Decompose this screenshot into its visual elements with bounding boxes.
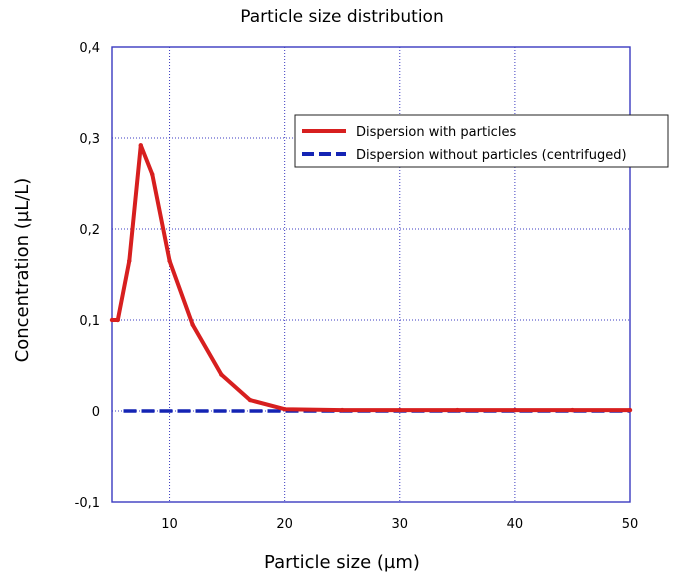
legend-label-series-1: Dispersion with particles (356, 125, 516, 140)
y-tick-labels: -0,1 0 0,1 0,2 0,3 0,4 (75, 41, 100, 511)
y-tick-label: 0,4 (79, 41, 100, 56)
series-point (190, 322, 195, 327)
y-tick-label: 0,1 (79, 314, 100, 329)
y-tick-label: -0,1 (75, 496, 100, 511)
x-axis-label: Particle size (µm) (264, 552, 420, 573)
series-point (138, 143, 143, 148)
x-tick-labels: 10 20 30 40 50 (161, 517, 638, 532)
series-point (455, 407, 460, 413)
series-point (570, 407, 575, 413)
series-point (167, 258, 172, 264)
series-point (247, 397, 253, 403)
x-tick-label: 10 (161, 517, 178, 532)
y-axis-label: Concentration (µL/L) (12, 178, 33, 363)
y-tick-label: 0,3 (79, 132, 100, 147)
x-tick-label: 30 (392, 517, 409, 532)
chart-title: Particle size distribution (240, 7, 443, 27)
series-point (397, 407, 402, 413)
x-tick-label: 20 (276, 517, 293, 532)
series-point (627, 407, 633, 413)
y-tick-label: 0,2 (79, 223, 100, 238)
legend-box (294, 114, 669, 168)
series-point (512, 407, 518, 413)
y-tick-label: 0 (92, 405, 100, 420)
series-point (127, 258, 132, 264)
series-point (109, 317, 115, 323)
x-tick-label: 50 (622, 517, 639, 532)
plot-frame (111, 46, 631, 503)
legend: Dispersion with particles Dispersion wit… (294, 114, 669, 168)
series-group (109, 143, 633, 413)
series-point (219, 372, 224, 377)
series-point (115, 317, 120, 323)
legend-label-series-2: Dispersion without particles (centrifuge… (356, 148, 627, 163)
series-point (150, 172, 155, 177)
series-line-1 (112, 143, 630, 413)
series-point (340, 407, 345, 413)
x-tick-label: 40 (507, 517, 524, 532)
series-point (282, 406, 287, 412)
